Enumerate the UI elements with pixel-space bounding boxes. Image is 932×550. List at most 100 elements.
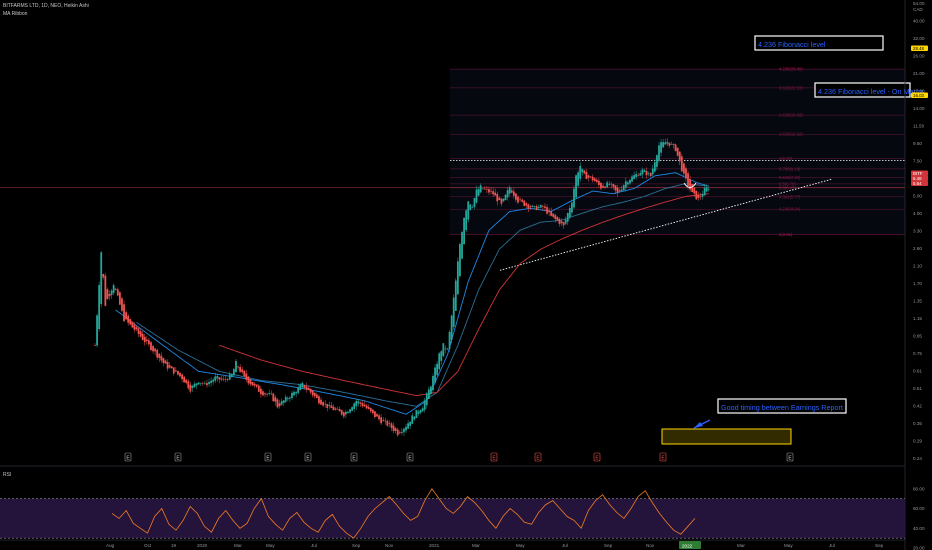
candle-body bbox=[311, 390, 314, 396]
candle-body bbox=[510, 190, 513, 193]
candle-body bbox=[133, 324, 136, 330]
candle-body bbox=[674, 144, 677, 152]
rsi-tick-label: 40.00 bbox=[913, 526, 925, 531]
time-tick-label: 19 bbox=[171, 543, 177, 548]
candle-body bbox=[164, 360, 167, 364]
candle-body bbox=[318, 396, 320, 404]
time-tick-label: Nov bbox=[385, 543, 394, 548]
candle-body bbox=[685, 168, 687, 179]
candle-body bbox=[197, 382, 200, 385]
fib-level-label: 1(9.30) bbox=[779, 156, 793, 161]
candle-body bbox=[703, 187, 706, 196]
earnings-marker-recent bbox=[659, 452, 667, 462]
candle-body bbox=[577, 172, 580, 186]
candle-body bbox=[419, 410, 422, 413]
candle-body bbox=[390, 423, 393, 428]
price-tick-label: 1.35 bbox=[913, 299, 922, 304]
candle-body bbox=[562, 222, 565, 226]
candle-body bbox=[575, 175, 577, 198]
candle-body bbox=[131, 321, 134, 328]
candle-body bbox=[102, 274, 105, 278]
candle-body bbox=[461, 232, 463, 259]
candle-body bbox=[394, 428, 397, 431]
earnings-marker-label: E bbox=[492, 456, 496, 462]
candle-body bbox=[670, 144, 673, 145]
candle-body bbox=[388, 423, 391, 424]
candle-body bbox=[479, 185, 482, 193]
candle-body bbox=[384, 420, 387, 422]
candle-body bbox=[537, 207, 540, 209]
time-tick-label: Jul bbox=[562, 543, 568, 548]
candle-body bbox=[108, 294, 111, 297]
candle-body bbox=[268, 393, 271, 395]
candle-body bbox=[699, 196, 702, 197]
candle-body bbox=[473, 198, 476, 208]
price-tick-label: 0.75 bbox=[913, 351, 922, 356]
candle-body bbox=[233, 369, 235, 376]
candle-body bbox=[187, 381, 190, 389]
candle-body bbox=[307, 387, 310, 390]
price-tick-label: 0.42 bbox=[913, 404, 922, 409]
candle-body bbox=[98, 285, 101, 330]
price-tick-label: 40.00 bbox=[913, 19, 925, 24]
price-tick-label: 17.00 bbox=[913, 89, 925, 94]
price-badge bbox=[911, 170, 928, 176]
time-tick-label: Jul bbox=[311, 543, 317, 548]
candle-body bbox=[508, 187, 511, 194]
candle-body bbox=[647, 173, 650, 174]
candle-body bbox=[272, 393, 275, 402]
candle-body bbox=[525, 203, 528, 206]
price-tick-label: 0.24 bbox=[913, 456, 922, 461]
candle-body bbox=[214, 376, 217, 381]
macro-callout-box bbox=[814, 82, 911, 98]
candle-body bbox=[156, 349, 159, 358]
candle-body bbox=[467, 201, 470, 220]
candle-body bbox=[413, 416, 416, 420]
candle-body bbox=[378, 415, 380, 420]
candle-body bbox=[332, 406, 335, 411]
candle-body bbox=[100, 252, 103, 305]
candle-body bbox=[452, 297, 455, 327]
candle-body bbox=[687, 173, 689, 186]
candle-body bbox=[496, 194, 499, 202]
candle-body bbox=[280, 401, 283, 405]
candle-body bbox=[216, 376, 219, 379]
candle-body bbox=[608, 183, 611, 185]
candle-body bbox=[299, 384, 302, 391]
candle-body bbox=[490, 190, 492, 192]
fib-callout-text: 4.236 Fibonacci level bbox=[758, 40, 826, 49]
price-tick-label: 21.00 bbox=[913, 71, 925, 76]
candle-body bbox=[386, 420, 389, 426]
candle-body bbox=[624, 181, 627, 188]
candle-body bbox=[181, 374, 183, 380]
candle-body bbox=[651, 168, 654, 175]
candle-body bbox=[705, 187, 708, 192]
earnings-marker-label: E bbox=[408, 456, 412, 462]
candle-body bbox=[506, 190, 509, 198]
candle-body bbox=[129, 319, 132, 325]
candle-body bbox=[218, 377, 221, 380]
earnings-marker-future-label: E bbox=[788, 456, 792, 462]
candle-body bbox=[230, 374, 233, 377]
candle-body bbox=[475, 189, 478, 203]
candle-body bbox=[166, 362, 169, 369]
candle-body bbox=[313, 393, 316, 397]
indicator-title: MA Ribbon bbox=[3, 11, 28, 17]
candle-body bbox=[571, 202, 573, 213]
candle-body bbox=[328, 404, 331, 406]
ascending-trendline bbox=[499, 178, 833, 271]
candle-body bbox=[222, 378, 225, 380]
candle-body bbox=[357, 401, 360, 404]
candle-body bbox=[315, 394, 318, 398]
candle-body bbox=[494, 192, 497, 196]
rsi-tick-label: 60.00 bbox=[913, 506, 925, 511]
candle-body bbox=[224, 379, 227, 380]
candle-body bbox=[199, 382, 202, 384]
candle-body bbox=[320, 399, 322, 405]
earnings-marker-label: E bbox=[306, 456, 310, 462]
candle-body bbox=[680, 156, 683, 172]
price-badge-label: 28.48 bbox=[913, 46, 925, 51]
candle-body bbox=[326, 403, 329, 408]
earnings-marker-past bbox=[304, 452, 312, 462]
